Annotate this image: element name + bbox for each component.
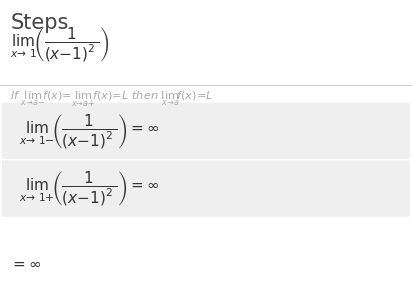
FancyBboxPatch shape <box>2 160 410 217</box>
Text: If $\lim_{x\to a-}\!f(x) = \lim_{x\to a+}\!f(x) = L$ then $\lim_{x\to a}\!f(x) =: If $\lim_{x\to a-}\!f(x) = \lim_{x\to a+… <box>10 90 213 109</box>
FancyBboxPatch shape <box>2 103 410 159</box>
Text: $\lim_{x\to\ 1+}\!\left(\dfrac{1}{(x-1)^2}\right) = \infty$: $\lim_{x\to\ 1+}\!\left(\dfrac{1}{(x-1)^… <box>19 170 159 208</box>
Text: Steps: Steps <box>10 13 69 33</box>
Text: $\lim_{x\to\ 1}\!\left(\dfrac{1}{(x-1)^2}\right)$: $\lim_{x\to\ 1}\!\left(\dfrac{1}{(x-1)^2… <box>10 26 110 64</box>
Text: $\lim_{x\to\ 1-}\!\left(\dfrac{1}{(x-1)^2}\right) = \infty$: $\lim_{x\to\ 1-}\!\left(\dfrac{1}{(x-1)^… <box>19 112 159 151</box>
Text: $= \infty$: $= \infty$ <box>10 255 42 271</box>
